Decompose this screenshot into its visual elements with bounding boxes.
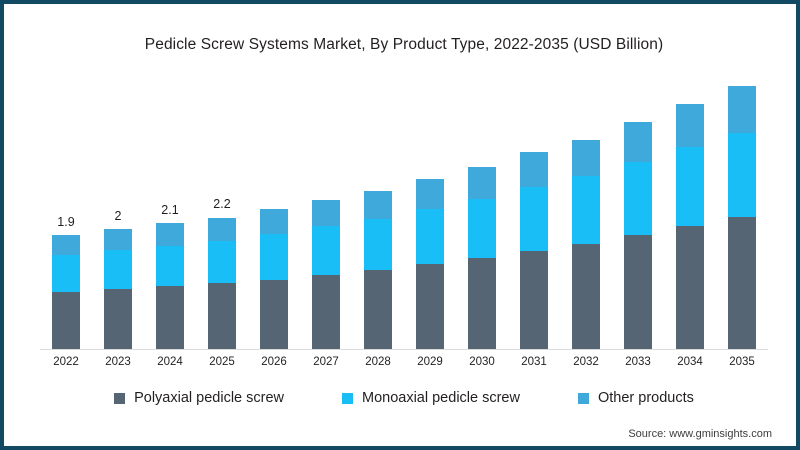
bar-segment-other[interactable] (156, 223, 184, 246)
legend-swatch-polyaxial (114, 392, 126, 404)
bar-segment-other[interactable] (52, 235, 80, 256)
stacked-bar[interactable] (728, 85, 756, 349)
bar-segment-polyaxial[interactable] (520, 250, 548, 349)
x-tick-label: 2032 (573, 356, 599, 368)
source-attribution: Source: www.gminsights.com (628, 428, 772, 440)
legend-item-label: Monoaxial pedicle screw (362, 390, 520, 406)
bar-segment-polyaxial[interactable] (156, 286, 184, 349)
bar-value-label: 1.9 (57, 215, 75, 230)
stacked-bar[interactable] (520, 151, 548, 349)
stacked-bar[interactable] (468, 166, 496, 349)
bar-segment-other[interactable] (520, 151, 548, 188)
bar-segment-other[interactable] (416, 178, 444, 210)
bar-segment-other[interactable] (624, 121, 652, 162)
x-axis-baseline (40, 349, 768, 350)
stacked-bar[interactable] (416, 178, 444, 349)
x-tick-label: 2024 (157, 356, 183, 368)
x-tick-label: 2033 (625, 356, 651, 368)
stacked-bar[interactable] (208, 217, 236, 349)
bar-segment-other[interactable] (676, 103, 704, 147)
bar-segment-monoaxial[interactable] (208, 240, 236, 284)
bar-value-label: 2 (114, 209, 122, 224)
x-tick-label: 2026 (261, 356, 287, 368)
bar-segment-other[interactable] (104, 229, 132, 251)
bar-segment-monoaxial[interactable] (104, 250, 132, 290)
bar-segment-other[interactable] (364, 190, 392, 219)
legend-item[interactable]: Polyaxial pedicle screw (114, 390, 284, 406)
bar-segment-polyaxial[interactable] (260, 279, 288, 349)
bar-segment-monoaxial[interactable] (312, 226, 340, 275)
stacked-bar[interactable] (156, 223, 184, 349)
chart-legend: Polyaxial pedicle screw Monoaxial pedicle… (4, 390, 796, 406)
bar-segment-other[interactable] (208, 217, 236, 241)
stacked-bar[interactable] (52, 235, 80, 349)
bar-segment-polyaxial[interactable] (208, 283, 236, 349)
legend-item-label: Other products (597, 390, 694, 406)
bar-segment-polyaxial[interactable] (104, 289, 132, 349)
legend-item[interactable]: Monoaxial pedicle screw (342, 390, 520, 406)
x-tick-label: 2035 (729, 356, 755, 368)
bar-segment-monoaxial[interactable] (728, 132, 756, 218)
x-tick-label: 2023 (105, 356, 131, 368)
x-tick-label: 2028 (365, 356, 391, 368)
bar-segment-polyaxial[interactable] (364, 270, 392, 349)
x-tick-label: 2029 (417, 356, 443, 368)
bar-value-label: 2.2 (213, 197, 231, 212)
bar-segment-monoaxial[interactable] (676, 146, 704, 227)
bar-segment-monoaxial[interactable] (260, 234, 288, 280)
bar-segment-other[interactable] (260, 208, 288, 235)
bar-segment-polyaxial[interactable] (676, 226, 704, 349)
bar-segment-polyaxial[interactable] (416, 264, 444, 349)
legend-swatch-other (577, 392, 589, 404)
chart-title: Pedicle Screw Systems Market, By Product… (144, 36, 664, 53)
legend-item-label: Polyaxial pedicle screw (134, 390, 284, 406)
bar-segment-polyaxial[interactable] (52, 292, 80, 349)
stacked-bar[interactable] (364, 190, 392, 349)
bar-segment-monoaxial[interactable] (572, 176, 600, 244)
bar-segment-other[interactable] (728, 85, 756, 133)
stacked-bar[interactable] (260, 208, 288, 349)
legend-item[interactable]: Other products (577, 390, 694, 406)
x-tick-label: 2031 (521, 356, 547, 368)
bar-segment-polyaxial[interactable] (468, 258, 496, 349)
bar-value-label: 2.1 (161, 203, 179, 218)
bar-segment-monoaxial[interactable] (468, 198, 496, 259)
bar-segment-monoaxial[interactable] (156, 245, 184, 287)
bar-segment-other[interactable] (572, 139, 600, 177)
stacked-bar[interactable] (572, 139, 600, 349)
bar-segment-monoaxial[interactable] (520, 187, 548, 251)
x-tick-label: 2025 (209, 356, 235, 368)
x-tick-label: 2034 (677, 356, 703, 368)
bar-segment-polyaxial[interactable] (624, 235, 652, 349)
x-axis-tick-labels: 2022 2023 2024 2025 2026 2027 2028 2029 2030 2031… (40, 356, 768, 374)
legend-swatch-monoaxial (342, 392, 353, 404)
stacked-bar[interactable] (104, 229, 132, 349)
plot-area: 1.9 2 2.1 2.2 (40, 74, 768, 349)
bar-segment-polyaxial[interactable] (312, 274, 340, 349)
x-tick-label: 2030 (469, 356, 495, 368)
bar-segment-other[interactable] (312, 199, 340, 227)
x-tick-label: 2022 (53, 356, 79, 368)
bar-segment-monoaxial[interactable] (52, 255, 80, 293)
bar-segment-monoaxial[interactable] (364, 218, 392, 271)
stacked-bar[interactable] (312, 199, 340, 349)
stacked-bar[interactable] (676, 103, 704, 349)
bar-segment-monoaxial[interactable] (624, 161, 652, 236)
bar-segment-polyaxial[interactable] (572, 243, 600, 349)
bar-segment-polyaxial[interactable] (728, 217, 756, 349)
bar-segment-other[interactable] (468, 166, 496, 199)
x-tick-label: 2027 (313, 356, 339, 368)
stacked-bar[interactable] (624, 121, 652, 349)
bar-segment-monoaxial[interactable] (416, 209, 444, 265)
